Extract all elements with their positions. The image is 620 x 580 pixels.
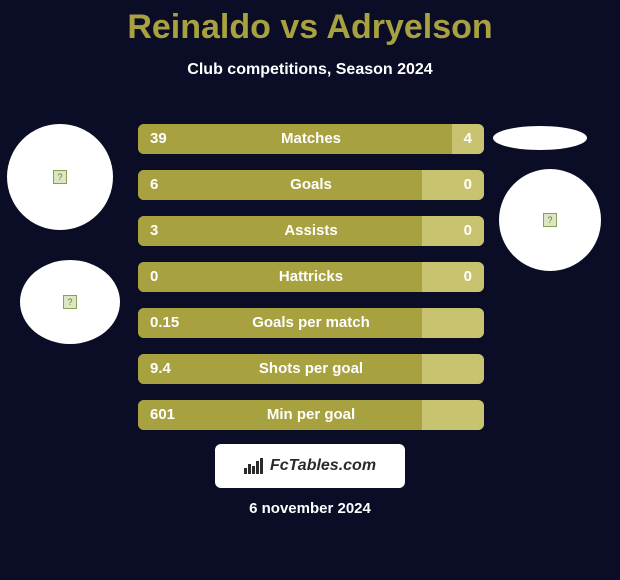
left-team-avatar: ? bbox=[7, 124, 113, 230]
left-player-avatar: ? bbox=[20, 260, 120, 344]
stat-label: Min per goal bbox=[138, 400, 484, 430]
page-title: Reinaldo vs Adryelson bbox=[0, 0, 620, 47]
bars-chart-icon bbox=[244, 458, 264, 474]
stat-row: 60Goals bbox=[138, 170, 484, 200]
stat-row: 9.4Shots per goal bbox=[138, 354, 484, 384]
title-vs: vs bbox=[280, 8, 318, 46]
stats-bars: 394Matches 60Goals 30Assists 00Hattricks 0.1… bbox=[138, 124, 484, 446]
fctables-logo: FcTables.com bbox=[215, 444, 405, 488]
stat-row: 601Min per goal bbox=[138, 400, 484, 430]
stat-row: 30Assists bbox=[138, 216, 484, 246]
stat-label: Assists bbox=[138, 216, 484, 246]
title-player2: Adryelson bbox=[326, 8, 492, 46]
image-placeholder-icon: ? bbox=[543, 213, 557, 227]
stat-row: 394Matches bbox=[138, 124, 484, 154]
footer-date: 6 november 2024 bbox=[0, 500, 620, 517]
stat-row: 0.15Goals per match bbox=[138, 308, 484, 338]
stat-label: Shots per goal bbox=[138, 354, 484, 384]
stat-label: Goals per match bbox=[138, 308, 484, 338]
stat-label: Matches bbox=[138, 124, 484, 154]
right-team-avatar bbox=[493, 126, 587, 150]
image-placeholder-icon: ? bbox=[63, 295, 77, 309]
fctables-logo-text: FcTables.com bbox=[270, 457, 376, 475]
page-root: Reinaldo vs Adryelson Club competitions,… bbox=[0, 0, 620, 580]
right-player-avatar: ? bbox=[499, 169, 601, 271]
title-player1: Reinaldo bbox=[127, 8, 271, 46]
stat-row: 00Hattricks bbox=[138, 262, 484, 292]
page-subtitle: Club competitions, Season 2024 bbox=[0, 61, 620, 79]
image-placeholder-icon: ? bbox=[53, 170, 67, 184]
stat-label: Goals bbox=[138, 170, 484, 200]
stat-label: Hattricks bbox=[138, 262, 484, 292]
